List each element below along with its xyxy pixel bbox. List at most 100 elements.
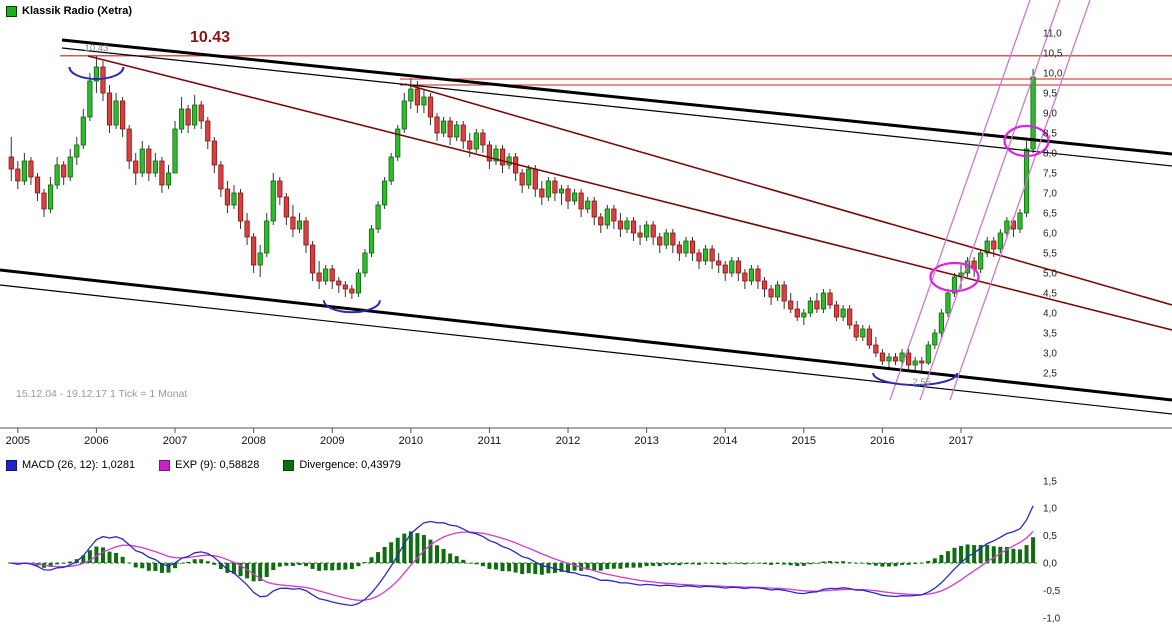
candle-body (480, 132, 486, 146)
candle-body (447, 120, 453, 138)
trendline (61, 47, 1172, 167)
divergence-bar (264, 563, 269, 578)
divergence-bar (821, 561, 826, 563)
candle-body (434, 116, 440, 134)
highlight-ellipse (929, 261, 980, 293)
divergence-bar (218, 563, 223, 570)
divergence-bar (749, 563, 754, 564)
divergence-bar (349, 563, 354, 569)
candle-body (886, 356, 892, 362)
candle-body (742, 272, 748, 282)
divergence-bar (906, 563, 911, 565)
candle-body (395, 128, 401, 158)
trendline (919, 0, 1061, 401)
candle-body (735, 260, 741, 274)
divergence-bar (441, 548, 446, 563)
divergence-bar (68, 561, 73, 563)
candle-body (892, 356, 899, 362)
divergence-bar (651, 563, 656, 566)
divergence-bar (336, 563, 341, 571)
candle-body (329, 268, 335, 282)
turning-point-arc (322, 300, 381, 314)
divergence-bar (297, 563, 302, 565)
divergence-bar (238, 563, 243, 577)
price-tick-label: 7,0 (1043, 189, 1057, 200)
candle-body (388, 156, 394, 182)
trendline (0, 284, 1172, 415)
divergence-bar (87, 550, 92, 563)
divergence-bar (644, 563, 649, 567)
divergence-bar (1011, 548, 1016, 563)
divergence-bar (205, 561, 210, 563)
trendline (0, 268, 1172, 402)
divergence-bar (697, 563, 702, 565)
year-tick-label: 2005 (6, 435, 30, 447)
divergence-bar (860, 563, 865, 564)
trendline (404, 83, 1172, 306)
candle-body (644, 224, 650, 238)
candle-body (15, 168, 21, 182)
divergence-bar (677, 563, 682, 566)
candle-body (349, 288, 355, 294)
divergence-bar (736, 563, 741, 564)
candle-body (906, 352, 912, 366)
divergence-bar (55, 563, 60, 565)
candle-body (224, 188, 231, 206)
low-price-label: 2,55 (912, 377, 931, 388)
candle-body (650, 224, 656, 238)
candle-body (382, 180, 388, 206)
candle-body (421, 96, 427, 106)
candle-body (879, 352, 886, 362)
divergence-bar (801, 563, 806, 566)
divergence-bar (913, 563, 918, 564)
candle-body (781, 284, 787, 302)
divergence-bar (81, 555, 86, 563)
handwritten-price-label: 10.43 (190, 29, 230, 46)
divergence-bar (867, 563, 872, 565)
candle-body (8, 156, 14, 170)
divergence-bar (382, 546, 387, 563)
candle-body (860, 328, 866, 338)
candle-body (978, 252, 984, 270)
candle-body (578, 192, 584, 210)
divergence-bar (271, 563, 276, 571)
candle-body (709, 248, 715, 262)
divergence-bar (94, 546, 99, 563)
candle-body (912, 360, 918, 366)
divergence-bar (402, 533, 407, 563)
legend-swatch-icon (6, 459, 17, 471)
candle-body (748, 268, 755, 282)
divergence-bar (782, 563, 787, 565)
candle-body (676, 244, 682, 254)
divergence-bar (317, 563, 322, 571)
divergence-bar (841, 561, 846, 563)
divergence-bar (1004, 546, 1009, 563)
candle-body (866, 328, 872, 346)
divergence-bar (179, 563, 184, 564)
candle-body (558, 188, 565, 194)
price-tick-label: 11,0 (1043, 29, 1062, 40)
divergence-bar (526, 563, 531, 574)
candle-body (493, 148, 499, 162)
divergence-bar (323, 563, 328, 571)
divergence-bar (212, 563, 217, 565)
year-tick-label: 2007 (163, 435, 187, 447)
divergence-bar (107, 551, 112, 563)
divergence-bar (251, 563, 256, 582)
divergence-bar (618, 563, 623, 569)
divergence-bar (605, 563, 610, 570)
candle-body (585, 200, 591, 210)
price-tick-label: 8,0 (1043, 149, 1057, 160)
divergence-bar (919, 563, 924, 564)
legend-label: Divergence: 0,43979 (299, 459, 401, 471)
candle-body (1004, 220, 1010, 234)
candle-body (231, 192, 237, 206)
candle-body (165, 172, 172, 186)
time-axis: 2005 2006 2007 2008 2009 2010 2011 2012 2013 2014… (0, 427, 1172, 447)
candle-body (591, 200, 597, 218)
divergence-bar (762, 563, 767, 565)
candle-body (414, 88, 420, 106)
year-tick-label: 2010 (399, 435, 423, 447)
price-tick-label: 9,5 (1043, 89, 1057, 100)
